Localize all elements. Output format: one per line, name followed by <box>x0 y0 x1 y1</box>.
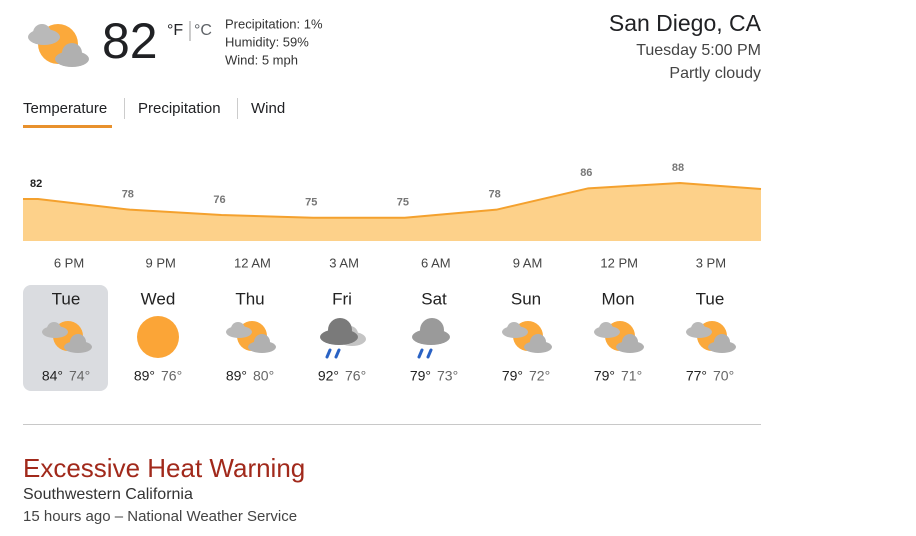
day-low: 80° <box>253 368 274 384</box>
time-label: 12 AM <box>234 255 271 270</box>
drop <box>417 348 424 359</box>
weather-icon <box>686 321 736 353</box>
alert-region: Southwestern California <box>23 486 193 503</box>
sun <box>137 316 179 358</box>
cloud <box>254 334 270 350</box>
time-label: 9 AM <box>513 255 543 270</box>
drop <box>426 348 433 359</box>
humidity: Humidity: 59% <box>225 34 309 49</box>
day-high: 79° <box>594 368 615 384</box>
day-low: 71° <box>621 368 642 384</box>
cloud <box>530 334 546 350</box>
day-name: Fri <box>332 289 352 308</box>
day-low: 73° <box>437 368 458 384</box>
time-label: 6 AM <box>421 255 451 270</box>
day-low: 76° <box>345 368 366 384</box>
value-label: 78 <box>122 189 134 201</box>
cloud <box>47 322 61 336</box>
day-name: Tue <box>52 289 81 308</box>
weather-icon <box>42 321 92 353</box>
cloud <box>231 322 245 336</box>
day-name: Mon <box>601 289 634 308</box>
day-low: 74° <box>69 368 90 384</box>
day-name: Tue <box>696 289 725 308</box>
temp-area <box>23 182 761 241</box>
tab[interactable]: Wind <box>251 100 285 117</box>
day-name: Sun <box>511 289 541 308</box>
cloud <box>599 322 613 336</box>
alert-title[interactable]: Excessive Heat Warning <box>23 453 305 483</box>
precipitation: Precipitation: 1% <box>225 16 323 31</box>
time: Tuesday 5:00 PM <box>636 42 761 59</box>
current-temp: 82 <box>102 13 158 69</box>
day-low: 72° <box>529 368 550 384</box>
location: San Diego, CA <box>609 10 762 36</box>
value-label: 86 <box>580 167 592 179</box>
value-label: 75 <box>397 197 409 209</box>
time-label: 3 PM <box>696 255 726 270</box>
temp-line <box>23 181 762 219</box>
day-high: 92° <box>318 368 339 384</box>
tab[interactable]: Temperature <box>23 100 107 117</box>
cloud <box>328 318 352 342</box>
day-high: 84° <box>42 368 63 384</box>
time-label: 3 AM <box>329 255 359 270</box>
cloud <box>622 334 638 350</box>
cloud <box>691 322 705 336</box>
day-name: Sat <box>421 289 447 308</box>
current-icon <box>28 24 89 67</box>
weather-icon <box>320 318 366 359</box>
time-label: 6 PM <box>54 255 84 270</box>
weather-icon <box>137 316 179 358</box>
cloud <box>70 334 86 350</box>
day-high: 89° <box>226 368 247 384</box>
cloud <box>420 318 444 342</box>
unit-c[interactable]: °C <box>194 22 212 39</box>
value-label: 76 <box>213 194 225 206</box>
weather-icon <box>594 321 644 353</box>
tab-underline <box>23 125 112 128</box>
weather-icon <box>226 321 276 353</box>
tab[interactable]: Precipitation <box>138 100 221 117</box>
day-name: Wed <box>141 289 176 308</box>
condition: Partly cloudy <box>669 65 761 82</box>
time-label: 12 PM <box>600 255 638 270</box>
weather-icon <box>412 318 450 359</box>
value-label: 78 <box>489 189 501 201</box>
day-high: 77° <box>686 368 707 384</box>
value-label: 88 <box>672 162 684 174</box>
day-high: 79° <box>410 368 431 384</box>
day-high: 79° <box>502 368 523 384</box>
drop <box>325 348 332 359</box>
day-low: 76° <box>161 368 182 384</box>
wind: Wind: 5 mph <box>225 52 298 67</box>
value-label: 75 <box>305 197 317 209</box>
day-low: 70° <box>713 368 734 384</box>
alert-source: 15 hours ago – National Weather Service <box>23 508 297 525</box>
cloud <box>507 322 521 336</box>
value-label: 82 <box>30 178 42 190</box>
weather-icon <box>502 321 552 353</box>
day-high: 89° <box>134 368 155 384</box>
cloud <box>714 334 730 350</box>
unit-f[interactable]: °F <box>167 22 183 39</box>
day-name: Thu <box>235 289 264 308</box>
time-label: 9 PM <box>146 255 176 270</box>
drop <box>334 348 341 359</box>
